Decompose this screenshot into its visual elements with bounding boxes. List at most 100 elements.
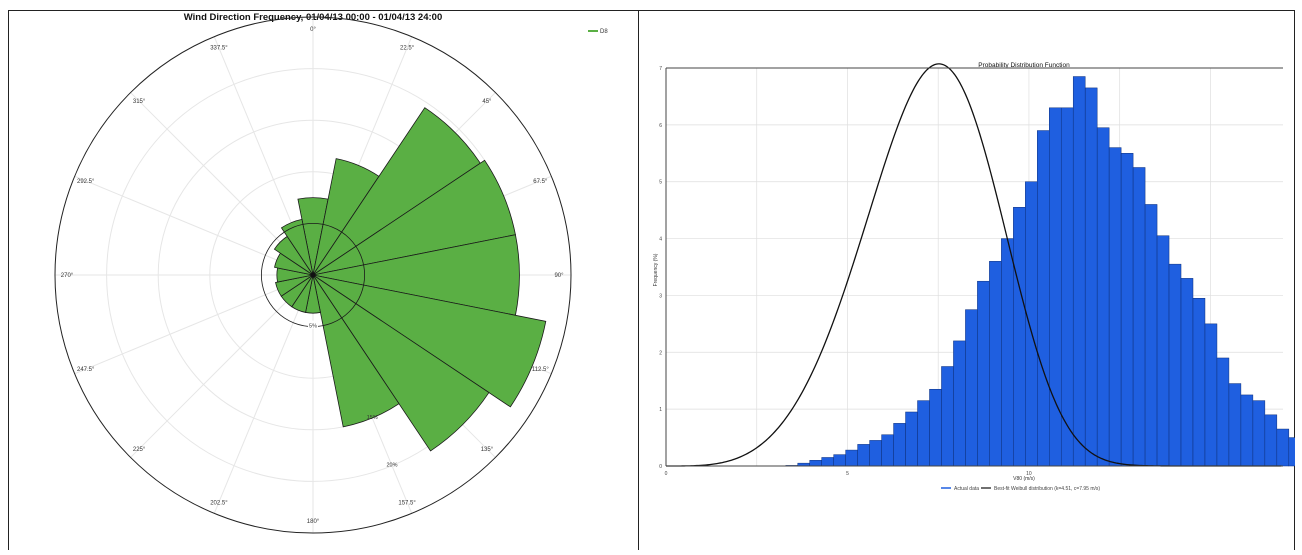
angle-label: 270° — [61, 273, 74, 279]
y-tick-label: 1 — [659, 407, 662, 413]
histogram-bars — [785, 76, 1302, 467]
histogram-bar — [905, 411, 918, 467]
ring-label: 20% — [386, 463, 397, 469]
wind-rose-chart: Wind Direction Frequency, 01/04/13 00:00… — [54, 12, 608, 534]
histogram-bar — [1180, 278, 1194, 467]
left-border — [8, 10, 9, 550]
grid-spoke — [130, 274, 314, 458]
histogram-bar — [1156, 235, 1170, 467]
histogram-bar — [953, 340, 966, 467]
grid-spoke — [74, 175, 314, 276]
x-axis-label: V80 (m/s) — [1013, 476, 1035, 482]
histogram-bar — [869, 440, 882, 467]
angle-label: 0° — [310, 27, 316, 33]
histogram-bar — [1276, 428, 1290, 467]
y-tick-label: 5 — [659, 180, 662, 186]
histogram-bar — [1168, 263, 1182, 467]
center-point — [310, 272, 316, 278]
histogram-bar — [1096, 127, 1110, 467]
legend-label: D8 — [600, 29, 608, 35]
histogram-bar — [941, 366, 954, 467]
legend-label-weibull: Best-fit Weibull distribution (k=4.51, c… — [994, 486, 1100, 492]
histogram-bar — [917, 400, 930, 467]
histogram-bar — [1108, 147, 1122, 467]
legend: Actual data Best-fit Weibull distributio… — [941, 486, 1100, 492]
histogram-bar — [845, 449, 858, 467]
histogram-bar — [821, 457, 834, 467]
x-tick-label: 5 — [846, 471, 849, 477]
histogram-bar — [1288, 437, 1302, 467]
histogram-bar — [833, 454, 846, 467]
angle-label: 292.5° — [77, 179, 95, 185]
histogram-bar — [1204, 323, 1218, 467]
angle-labels: 0° 22.5° 45° 67.5° 90° 112.5° 135° 157.5° 180° 20… — [61, 27, 564, 525]
histogram-bar — [1264, 414, 1278, 467]
y-tick-label: 7 — [659, 66, 662, 72]
histogram-bar — [857, 444, 870, 467]
angle-label: 90° — [554, 273, 564, 279]
histogram-bar — [929, 388, 942, 467]
ring-label: 15% — [367, 415, 378, 421]
histogram-bar — [881, 434, 894, 467]
histogram-bar — [977, 280, 990, 467]
x-tick-label: 10 — [1026, 471, 1032, 477]
y-tick-label: 3 — [659, 293, 662, 299]
angle-label: 337.5° — [210, 46, 228, 52]
angle-label: 157.5° — [398, 500, 416, 506]
histogram-bar — [1132, 167, 1146, 467]
top-border — [8, 10, 1294, 11]
outer-ring — [54, 16, 572, 534]
ring-label: 5% — [309, 324, 317, 330]
sector — [312, 274, 547, 408]
pdf-chart: Probability Distribution Function 0 1 2 3 4 5… — [653, 62, 1302, 492]
angle-label: 247.5° — [77, 367, 95, 373]
angle-label: 67.5° — [533, 179, 548, 185]
axes: 0 1 2 3 4 5 6 7 0 5 10 — [659, 66, 1283, 477]
y-tick-label: 0 — [659, 464, 662, 470]
histogram-bar — [1144, 204, 1158, 467]
y-tick-label: 6 — [659, 123, 662, 129]
y-tick-label: 2 — [659, 350, 662, 356]
histogram-bar — [1192, 298, 1206, 467]
legend: D8 — [588, 29, 608, 35]
chart-title: Probability Distribution Function — [978, 62, 1070, 69]
histogram-bar — [1001, 238, 1014, 467]
pdf-panel: Probability Distribution Function 0 1 2 3 4 5… — [639, 10, 1302, 550]
y-axis-label: Frequency (%) — [653, 253, 659, 286]
angle-label: 202.5° — [210, 500, 228, 506]
histogram-bar — [1240, 394, 1254, 467]
y-tick-label: 4 — [659, 237, 662, 243]
angle-label: 45° — [482, 99, 492, 105]
sector — [312, 274, 490, 452]
sector — [312, 274, 400, 428]
x-tick-label: 0 — [665, 471, 668, 477]
angle-label: 112.5° — [532, 367, 550, 373]
histogram-bar — [1084, 87, 1098, 467]
histogram-bar — [1060, 107, 1074, 467]
histogram-bar — [965, 309, 978, 467]
histogram-bar — [1228, 383, 1242, 467]
angle-label: 315° — [133, 99, 146, 105]
grid-spoke — [74, 274, 314, 375]
histogram-bar — [1072, 76, 1086, 467]
wind-rose-panel: Wind Direction Frequency, 01/04/13 00:00… — [8, 10, 638, 550]
histogram-bar — [1013, 207, 1026, 467]
histogram-bar — [1025, 181, 1038, 467]
histogram-bar — [1216, 357, 1230, 467]
histogram-bar — [989, 261, 1002, 467]
grid-spoke — [213, 274, 314, 514]
angle-label: 135° — [481, 447, 494, 453]
angle-label: 225° — [133, 447, 146, 453]
histogram-bar — [809, 460, 822, 467]
sector — [275, 274, 314, 297]
histogram-bar — [1037, 130, 1050, 467]
angle-label: 180° — [307, 519, 320, 525]
ring-labels: 5% 15% 20% — [308, 320, 398, 469]
angle-label: 22.5° — [400, 46, 415, 52]
ring-label-bg — [308, 320, 318, 329]
sectors — [260, 107, 547, 452]
legend-label-actual: Actual data — [954, 486, 979, 492]
histogram-bar — [893, 423, 906, 467]
histogram-bar — [1120, 153, 1134, 467]
